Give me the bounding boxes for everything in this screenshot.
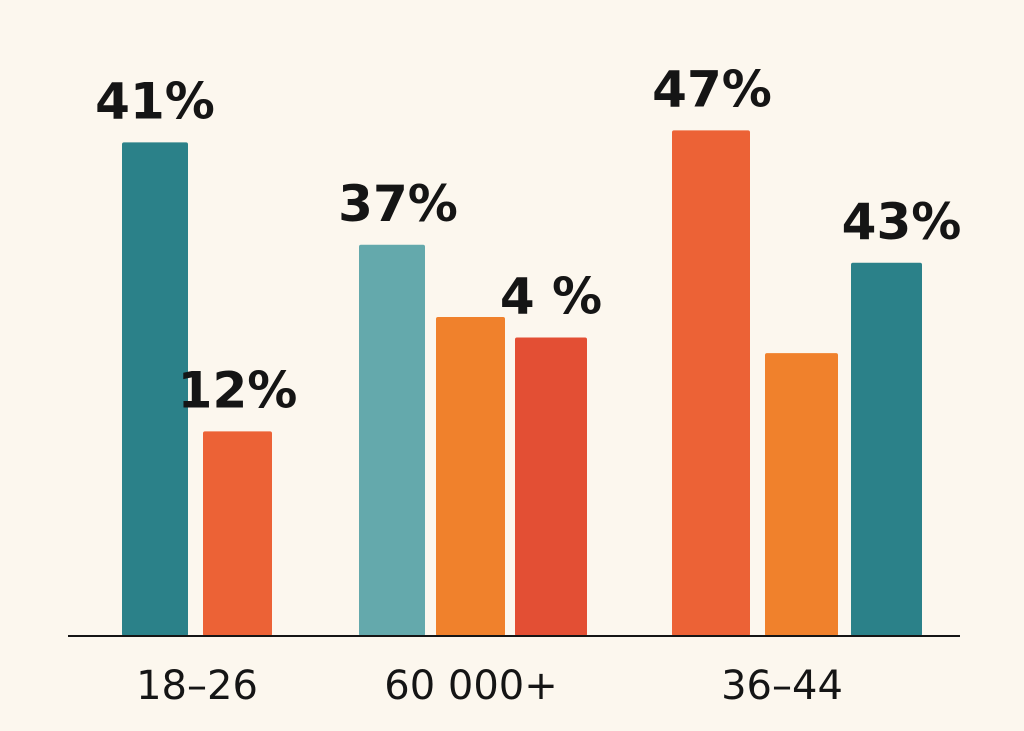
value-labels-layer: 41% 12% 37% 4 % 47% 43% (95, 60, 961, 419)
value-label-1-2: 4 % (500, 267, 602, 325)
bar-0-0 (122, 142, 188, 636)
value-label-0-0: 41% (95, 72, 215, 130)
bar-1-2 (515, 337, 587, 636)
category-label-2: 36–44 (721, 663, 843, 709)
bar-2-0 (672, 130, 750, 636)
bar-1-1 (436, 316, 505, 636)
value-label-0-1: 12% (178, 361, 298, 419)
value-label-1-0: 37% (338, 175, 458, 233)
bars-layer (122, 130, 922, 636)
value-label-2-0: 47% (652, 60, 772, 118)
bar-0-1 (203, 431, 272, 636)
bar-2-1 (765, 353, 838, 636)
category-label-1: 60 000+ (384, 663, 557, 709)
bar-1-0 (359, 244, 425, 636)
category-label-0: 18–26 (136, 663, 258, 709)
bar-2-2 (851, 262, 922, 636)
category-labels-layer: 18–26 60 000+ 36–44 (136, 663, 843, 709)
value-label-2-2: 43% (842, 193, 962, 251)
